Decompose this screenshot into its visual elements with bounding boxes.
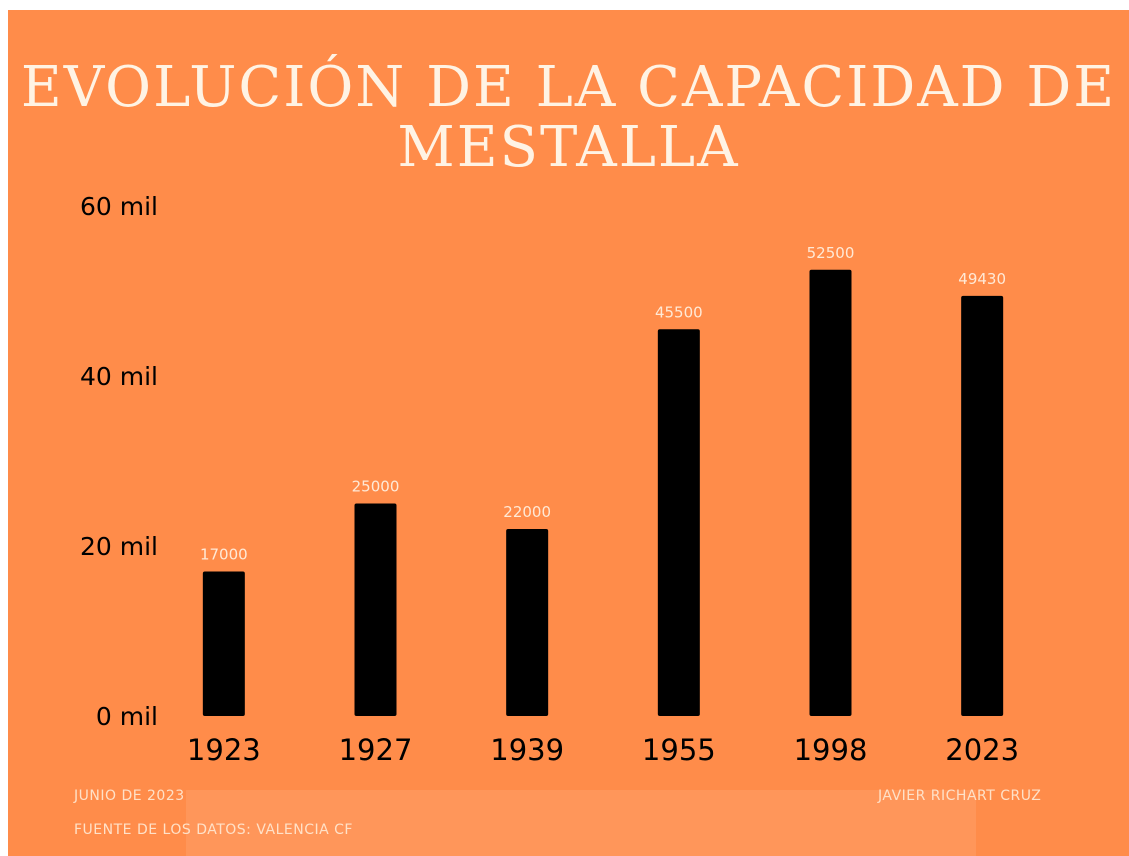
data-label-1955: 45500 (655, 303, 703, 321)
bar-1923 (202, 571, 245, 716)
x-tick-label-1927: 1927 (339, 733, 413, 767)
footer-author: JAVIER RICHART CRUZ (878, 788, 1042, 804)
chart-title-line-2: MESTALLA (397, 115, 740, 180)
watermark-logo (186, 790, 976, 856)
x-tick-label-1955: 1955 (642, 733, 716, 767)
bar-1955 (657, 329, 700, 716)
bar-2023 (961, 295, 1004, 716)
bar-1927 (354, 503, 397, 716)
data-label-1923: 17000 (200, 546, 248, 564)
bar-1939 (506, 529, 549, 716)
footer-source: FUENTE DE LOS DATOS: VALENCIA CF (74, 822, 353, 838)
y-tick-label: 60 mil (80, 192, 158, 221)
data-label-1927: 25000 (352, 478, 400, 496)
footer-date: JUNIO DE 2023 (74, 788, 185, 804)
bar-1998 (809, 269, 852, 716)
y-tick-label: 40 mil (80, 362, 158, 391)
x-tick-label-1998: 1998 (794, 733, 868, 767)
x-tick-label-2023: 2023 (945, 733, 1019, 767)
chart-title: EVOLUCIÓN DE LA CAPACIDAD DE MESTALLA (8, 58, 1129, 178)
x-tick-label-1939: 1939 (490, 733, 564, 767)
y-tick-label: 0 mil (96, 702, 158, 731)
x-tick-label-1923: 1923 (187, 733, 261, 767)
data-label-2023: 49430 (958, 270, 1006, 288)
bar-chart: 0 mil 20 mil 40 mil 60 mil 17000 1923 25000 192… (80, 192, 1019, 767)
y-tick-label: 20 mil (80, 532, 158, 561)
chart-title-line-1: EVOLUCIÓN DE LA CAPACIDAD DE (20, 55, 1117, 120)
infographic-card: EVOLUCIÓN DE LA CAPACIDAD DE MESTALLA 0 … (8, 10, 1129, 856)
data-label-1998: 52500 (807, 244, 855, 262)
data-label-1939: 22000 (503, 503, 551, 521)
